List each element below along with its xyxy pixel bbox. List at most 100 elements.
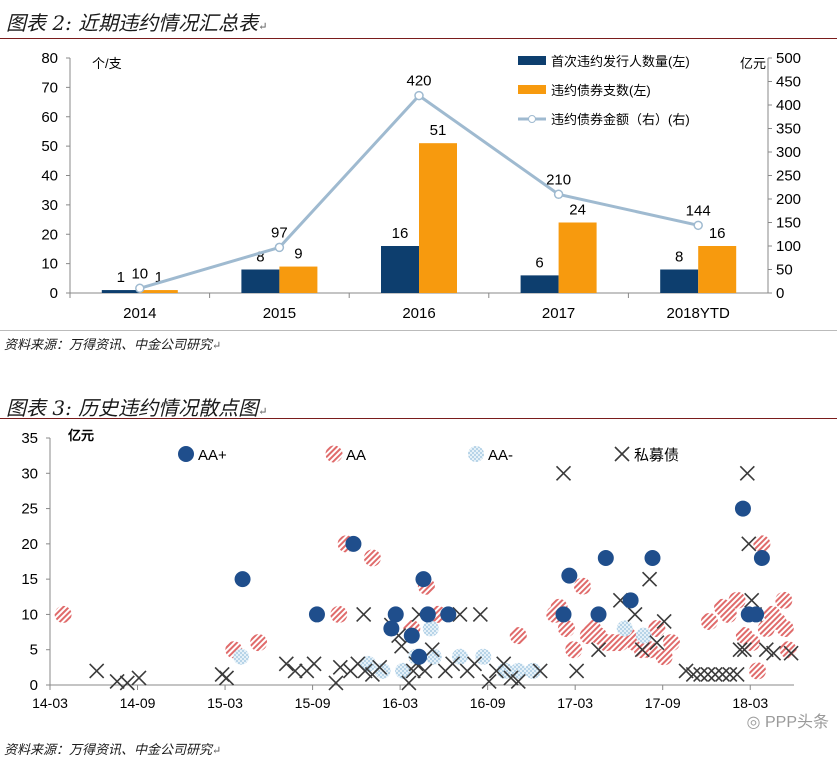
scatter-point	[753, 535, 771, 553]
x-stroke	[466, 656, 483, 672]
bar-value-label: 6	[535, 254, 543, 271]
left-tick-label: 60	[41, 109, 58, 126]
scatter-point	[503, 670, 519, 686]
scatter-point	[424, 642, 440, 658]
scatter-point	[360, 655, 377, 672]
left-axis-unit: 个/支	[92, 56, 122, 71]
figure2-title: 图表 2: 近期违约情况汇总表↵	[6, 11, 268, 35]
x-stroke	[685, 666, 701, 682]
x-tick-label: 15-09	[295, 695, 331, 711]
x-stroke	[287, 663, 303, 679]
x-stroke	[555, 465, 572, 481]
scatter-point	[635, 627, 652, 644]
scatter-point	[452, 606, 468, 622]
scatter-point	[573, 577, 591, 595]
scatter-point	[415, 571, 432, 588]
scatter-point	[775, 591, 793, 609]
scatter-point	[714, 666, 731, 682]
scatter-point	[741, 536, 757, 552]
y-tick-label: 15	[21, 571, 38, 588]
scatter-point	[590, 606, 607, 623]
scatter-point	[758, 642, 774, 658]
x-stroke	[729, 666, 745, 682]
scatter-point	[590, 642, 607, 658]
x-stroke	[736, 642, 752, 658]
x-stroke	[332, 659, 348, 675]
bar-value-label: 9	[294, 246, 302, 263]
y-tick-label: 0	[30, 677, 38, 694]
x-stroke	[700, 666, 716, 682]
x-stroke	[350, 656, 366, 672]
x-stroke	[496, 656, 512, 672]
scatter-point	[569, 663, 585, 679]
scatter-point	[662, 634, 680, 652]
x-stroke	[732, 642, 748, 658]
figure2-bottom-rule	[0, 330, 837, 331]
right-tick-label: 300	[776, 144, 801, 161]
x-stroke	[328, 675, 344, 691]
line-value-label: 210	[546, 171, 571, 188]
bar-value-label: 24	[569, 202, 586, 219]
right-tick-label: 500	[776, 50, 801, 67]
scatter-point	[722, 666, 738, 682]
legend-label: AA-	[488, 447, 513, 464]
x-stroke	[401, 675, 417, 691]
x-stroke	[642, 571, 658, 587]
figure3-source: 资料来源：万得资讯、中金公司研究↵	[4, 743, 222, 758]
x-stroke	[452, 606, 468, 622]
right-tick-label: 0	[776, 285, 784, 302]
bar	[698, 246, 737, 293]
figure2-title-rule	[0, 38, 837, 39]
scatter-point	[395, 662, 412, 679]
scatter-point	[419, 606, 436, 623]
x-stroke	[707, 666, 723, 682]
scatter-point	[707, 666, 723, 682]
scatter-point	[597, 549, 614, 566]
right-tick-label: 350	[776, 121, 801, 138]
scatter-point	[278, 656, 294, 672]
x-stroke	[722, 666, 738, 682]
scatter-point	[481, 673, 497, 690]
figure3-title: 图表 3: 历史违约情况散点图↵	[6, 396, 268, 420]
scatter-point	[565, 641, 583, 659]
y-tick-label: 5	[30, 642, 38, 659]
scatter-point	[496, 656, 512, 672]
scatter-point	[119, 675, 135, 691]
x-stroke	[627, 606, 643, 622]
scatter-point	[700, 612, 718, 630]
scatter-point	[766, 645, 782, 661]
scatter-point	[555, 606, 572, 623]
scatter-point	[445, 656, 461, 672]
x-tick-label: 2017	[542, 305, 575, 322]
x-stroke	[417, 663, 433, 679]
legend-marker	[325, 445, 343, 463]
bar	[660, 269, 699, 293]
y-tick-label: 10	[21, 606, 38, 623]
legend-marker	[614, 446, 630, 462]
bar-value-label: 1	[117, 269, 125, 286]
legend-marker	[178, 446, 194, 462]
legend-swatch	[518, 56, 546, 65]
x-stroke	[532, 663, 548, 679]
bar-value-label: 8	[256, 249, 264, 266]
scatter-point	[644, 549, 661, 566]
x-stroke	[89, 663, 105, 679]
scatter-point	[678, 663, 694, 679]
scatter-point	[728, 591, 746, 609]
scatter-point	[233, 648, 250, 665]
line-point	[693, 220, 703, 231]
legend-label: AA+	[198, 447, 227, 464]
line-point	[414, 90, 424, 101]
x-stroke	[131, 670, 147, 686]
x-stroke	[372, 659, 388, 675]
scatter-point	[753, 549, 770, 566]
bar	[241, 269, 280, 293]
scatter-point	[475, 648, 492, 665]
left-tick-label: 50	[41, 138, 58, 155]
scatter-point	[330, 605, 348, 623]
x-stroke	[569, 663, 585, 679]
scatter-point	[387, 606, 404, 623]
scatter-point	[422, 620, 439, 637]
left-tick-label: 20	[41, 226, 58, 243]
scatter-point	[332, 659, 348, 675]
